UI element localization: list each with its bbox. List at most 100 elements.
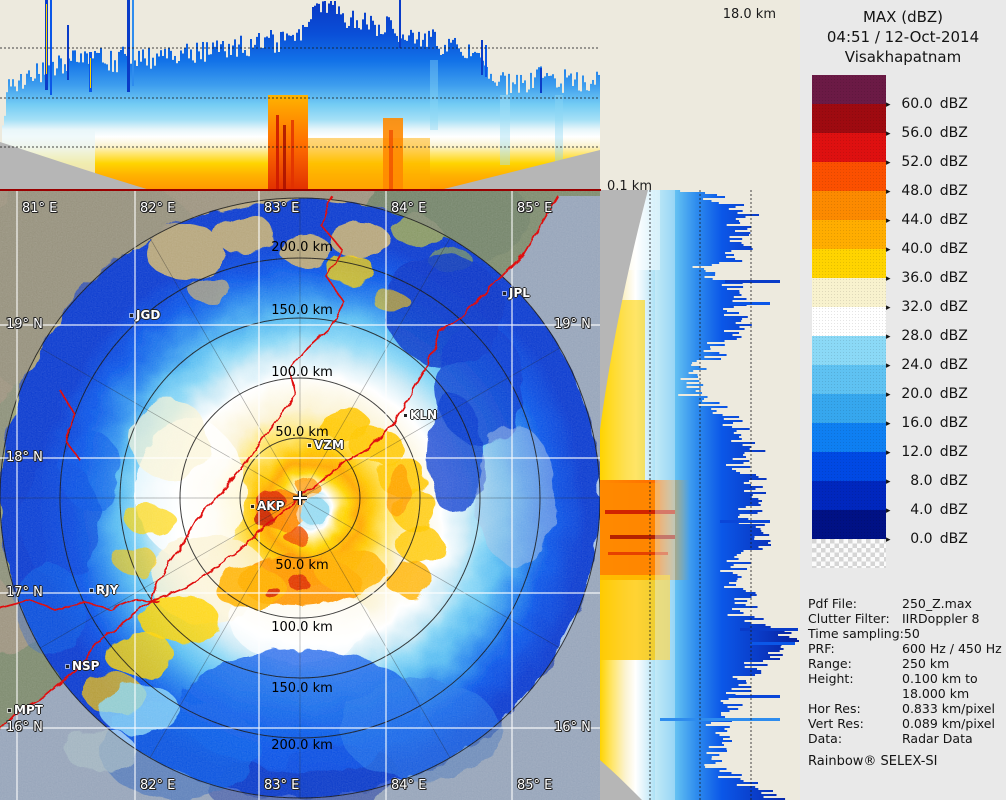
top-profile-spikes xyxy=(45,0,542,95)
lon-label-top: 85° E xyxy=(517,201,553,216)
range-ring-label: 150.0 km xyxy=(271,681,333,696)
legend-sidebar: MAX (dBZ) 04:51 / 12-Oct-2014 Visakhapat… xyxy=(800,0,1006,800)
product-datetime: 04:51 / 12-Oct-2014 xyxy=(826,28,980,46)
lon-label-top: 83° E xyxy=(264,201,300,216)
city-dot-icon xyxy=(308,444,311,447)
range-ring-label: 150.0 km xyxy=(271,303,333,318)
lon-label-top: 84° E xyxy=(391,201,427,216)
scale-label-20.0: ▸ 20.0 dBZ xyxy=(886,386,968,402)
ppi-plot xyxy=(0,190,600,800)
city-label-nsp: NSP xyxy=(66,659,99,673)
scale-tick-arrow-icon: ▸ xyxy=(886,535,891,545)
panel-separator-line xyxy=(0,189,601,191)
metadata-row: Data: Radar Data xyxy=(808,731,973,746)
range-ring-label: 200.0 km xyxy=(271,240,333,255)
city-label-jpl: JPL xyxy=(503,286,530,300)
scale-label-8.0: ▸ 8.0 dBZ xyxy=(886,473,968,489)
scale-tick-arrow-icon: ▸ xyxy=(886,390,891,400)
top-profile-plot xyxy=(0,0,600,190)
city-label-akp: AKP xyxy=(251,499,284,513)
metadata-row: Time sampling:50 xyxy=(808,626,920,641)
range-ring-label: 100.0 km xyxy=(271,620,333,635)
scale-tick-arrow-icon: ▸ xyxy=(886,419,891,429)
software-brand: Rainbow® SELEX-SI xyxy=(808,754,938,769)
scale-label-24.0: ▸ 24.0 dBZ xyxy=(886,357,968,373)
metadata-row: Range: 250 km xyxy=(808,656,950,671)
scale-color-44.0 xyxy=(812,191,886,220)
min-height-label: 0.1 km xyxy=(607,179,652,190)
metadata-row: Hor Res: 0.833 km/pixel xyxy=(808,701,995,716)
scale-label-56.0: ▸ 56.0 dBZ xyxy=(886,125,968,141)
station-name: Visakhapatnam xyxy=(844,48,962,66)
city-dot-icon xyxy=(404,414,407,417)
metadata-row: Clutter Filter: IIRDoppler 8 xyxy=(808,611,980,626)
top-profile-height-gridlines xyxy=(0,47,600,148)
scale-label-4.0: ▸ 4.0 dBZ xyxy=(886,502,968,518)
scale-tick-arrow-icon: ▸ xyxy=(886,100,891,110)
city-dot-icon xyxy=(90,589,93,592)
dither-noise xyxy=(0,190,600,800)
city-dot-icon xyxy=(8,709,11,712)
scale-color-4.0 xyxy=(812,481,886,510)
lat-label-left: 19° N xyxy=(6,317,43,332)
lon-label-bottom: 83° E xyxy=(264,778,300,793)
top-profile-nodata-left xyxy=(0,142,150,190)
scale-no-data-checker xyxy=(812,539,886,568)
ppi-radar-map: 81° E 82° E 83° E 84° E 85° E 82° E 83° E 84° E… xyxy=(0,190,600,800)
lon-label-bottom: 82° E xyxy=(140,778,176,793)
metadata-row: 18.000 km xyxy=(902,686,970,701)
metadata-row: Vert Res: 0.089 km/pixel xyxy=(808,716,995,731)
scale-color-8.0 xyxy=(812,452,886,481)
lat-label-left: 18° N xyxy=(6,450,43,465)
scale-color-48.0 xyxy=(812,162,886,191)
max-height-label: 18.0 km xyxy=(722,7,776,22)
range-ring-label: 100.0 km xyxy=(271,365,333,380)
right-profile-bars xyxy=(660,280,798,721)
city-label-rjy: RJY xyxy=(90,583,118,597)
lon-label-bottom: 85° E xyxy=(517,778,553,793)
scale-label-32.0: ▸ 32.0 dBZ xyxy=(886,299,968,315)
scale-tick-arrow-icon: ▸ xyxy=(886,332,891,342)
scale-color-52.0 xyxy=(812,133,886,162)
scale-tick-arrow-icon: ▸ xyxy=(886,245,891,255)
scale-tick-arrow-icon: ▸ xyxy=(886,448,891,458)
scale-tick-arrow-icon: ▸ xyxy=(886,187,891,197)
height-axis-corner-box: 18.0 km 0.1 km xyxy=(600,0,800,190)
scale-color-12.0 xyxy=(812,423,886,452)
range-ring-label: 200.0 km xyxy=(271,738,333,753)
scale-label-28.0: ▸ 28.0 dBZ xyxy=(886,328,968,344)
metadata-row: PRF: 600 Hz / 450 Hz xyxy=(808,641,1002,656)
lon-label-top: 82° E xyxy=(140,201,176,216)
scale-tick-arrow-icon: ▸ xyxy=(886,216,891,226)
lat-label-right: 19° N xyxy=(554,317,591,332)
metadata-row: Height: 0.100 km to xyxy=(808,671,978,686)
lon-label-bottom: 84° E xyxy=(391,778,427,793)
scale-color-36.0 xyxy=(812,249,886,278)
scale-tick-arrow-icon: ▸ xyxy=(886,506,891,516)
scale-tick-arrow-icon: ▸ xyxy=(886,158,891,168)
lon-label-top: 81° E xyxy=(22,201,58,216)
scale-label-60.0: ▸ 60.0 dBZ xyxy=(886,96,968,112)
city-dot-icon xyxy=(66,665,69,668)
scale-label-0.0: ▸ 0.0 dBZ xyxy=(886,531,968,547)
range-ring-label: 50.0 km xyxy=(275,425,329,440)
scale-tick-arrow-icon: ▸ xyxy=(886,477,891,487)
right-height-profile-panel xyxy=(600,190,800,800)
scale-color-56.0 xyxy=(812,104,886,133)
scale-label-48.0: ▸ 48.0 dBZ xyxy=(886,183,968,199)
scale-label-12.0: ▸ 12.0 dBZ xyxy=(886,444,968,460)
city-dot-icon xyxy=(251,505,254,508)
scale-tick-arrow-icon: ▸ xyxy=(886,274,891,284)
scale-tick-arrow-icon: ▸ xyxy=(886,129,891,139)
scale-color-0.0 xyxy=(812,510,886,539)
scale-color-20.0 xyxy=(812,365,886,394)
lat-label-left: 17° N xyxy=(6,585,43,600)
city-dot-icon xyxy=(503,292,506,295)
scale-label-52.0: ▸ 52.0 dBZ xyxy=(886,154,968,170)
lat-label-right: 16° N xyxy=(554,720,591,735)
city-label-vzm: VZM xyxy=(308,438,344,452)
right-profile-nodata-top xyxy=(600,190,648,430)
product-title: MAX (dBZ) xyxy=(862,8,944,26)
city-label-jgd: JGD xyxy=(130,308,160,322)
